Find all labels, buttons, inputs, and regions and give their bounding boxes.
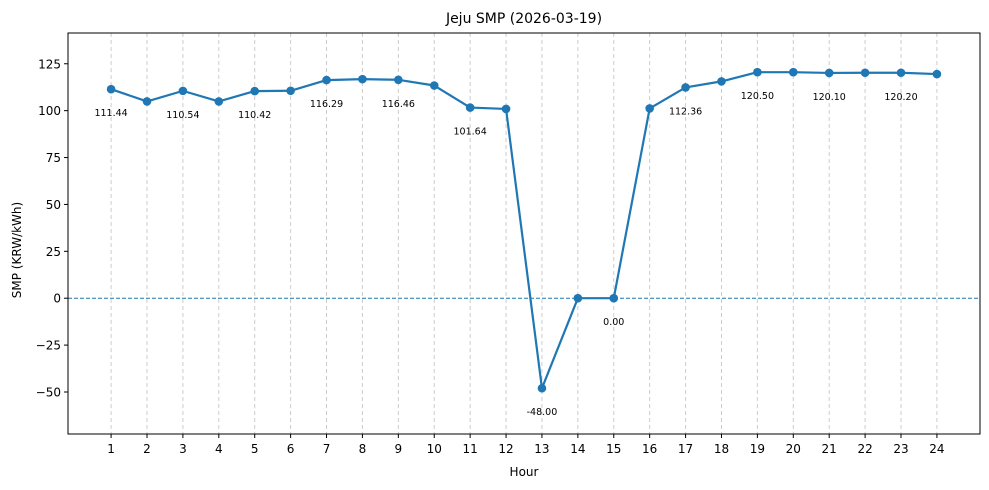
x-tick-label: 19 <box>750 442 765 456</box>
data-label: 120.10 <box>813 92 846 103</box>
x-tick-label: 22 <box>857 442 872 456</box>
data-point <box>322 75 331 85</box>
data-point <box>645 104 654 113</box>
data-label: 112.36 <box>669 106 702 117</box>
x-tick-label: 24 <box>929 442 944 456</box>
data-point <box>106 84 116 94</box>
x-axis-title: Hour <box>510 465 539 479</box>
y-tick-label: 125 <box>38 57 61 71</box>
data-point <box>860 68 870 78</box>
y-tick-label: 75 <box>46 151 61 165</box>
x-tick-label: 18 <box>714 442 729 456</box>
data-point <box>537 383 547 393</box>
data-point <box>609 293 619 303</box>
data-label: 110.54 <box>166 110 199 121</box>
series-layer <box>110 71 937 390</box>
data-point <box>429 81 439 90</box>
data-label: 116.29 <box>310 99 343 110</box>
x-tick-label: 10 <box>427 442 442 456</box>
x-tick-label: 4 <box>215 442 223 456</box>
x-tick-label: 14 <box>570 442 585 456</box>
data-point <box>358 74 367 84</box>
data-label: -48.00 <box>527 407 558 418</box>
chart-title: Jeju SMP (2026-03-19) <box>445 11 602 27</box>
y-tick-label: 0 <box>53 292 61 306</box>
data-point <box>717 77 726 86</box>
y-tick-label: 100 <box>38 104 61 118</box>
data-point <box>142 97 152 106</box>
data-point <box>573 293 583 303</box>
x-tick-label: 8 <box>359 442 367 456</box>
plot-frame <box>67 32 981 435</box>
data-point <box>896 68 906 78</box>
data-label: 110.42 <box>238 110 271 121</box>
data-label: 116.46 <box>382 99 415 110</box>
x-tick-label: 15 <box>606 442 621 456</box>
data-label: 101.64 <box>454 127 487 138</box>
data-point <box>214 97 224 106</box>
data-point <box>824 68 834 78</box>
x-tick-label: 20 <box>786 442 801 456</box>
data-point <box>753 67 762 77</box>
series-line <box>110 71 937 390</box>
y-tick-label: −50 <box>36 385 61 399</box>
data-point <box>932 69 942 79</box>
x-tick-label: 6 <box>287 442 295 456</box>
x-tick-label: 2 <box>143 442 151 456</box>
x-tick-label: 11 <box>463 442 478 456</box>
x-tick-label: 16 <box>642 442 657 456</box>
data-label: 120.50 <box>741 91 774 102</box>
points-layer <box>106 67 942 393</box>
data-label: 111.44 <box>94 108 127 119</box>
x-axis-ticks: 1 2 3 4 5 6 7 8 9 10 11 12 13 14 15 16 17 18 19 20 21 22 23 24 <box>107 434 945 456</box>
x-tick-label: 17 <box>678 442 693 456</box>
x-tick-label: 13 <box>534 442 549 456</box>
data-point <box>465 103 475 112</box>
data-point <box>286 86 295 96</box>
data-label: 120.20 <box>884 92 917 103</box>
x-tick-label: 12 <box>498 442 513 456</box>
x-tick-label: 23 <box>893 442 908 456</box>
y-tick-label: −25 <box>36 339 61 353</box>
data-point <box>250 86 260 96</box>
data-labels-layer: 111.44 110.54 110.42 116.29 116.46 101.64 -48.… <box>94 91 917 418</box>
data-label: 0.00 <box>603 317 624 328</box>
y-tick-label: 25 <box>46 245 61 259</box>
x-tick-label: 3 <box>179 442 187 456</box>
x-tick-label: 1 <box>107 442 115 456</box>
y-axis-title: SMP (KRW/kWh) <box>10 202 24 298</box>
data-point <box>394 75 403 85</box>
data-point <box>681 83 690 92</box>
y-axis-ticks: −50 −25 0 25 50 75 100 125 <box>36 57 68 399</box>
data-point <box>788 67 798 77</box>
data-point <box>178 86 188 96</box>
x-tick-label: 5 <box>251 442 259 456</box>
x-tick-label: 21 <box>822 442 837 456</box>
x-tick-label: 7 <box>323 442 331 456</box>
data-point <box>501 104 511 114</box>
y-tick-label: 50 <box>46 198 61 212</box>
x-tick-label: 9 <box>395 442 403 456</box>
